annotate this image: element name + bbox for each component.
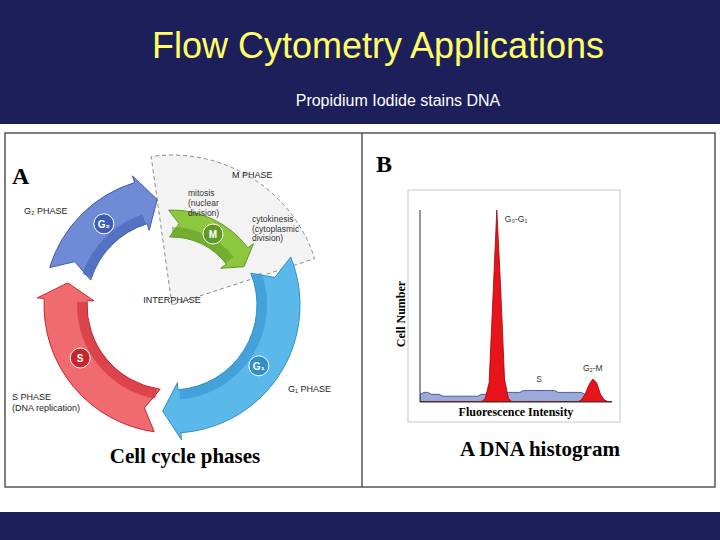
phase-label: G₁ PHASE	[288, 384, 331, 394]
mitosis-label: mitosis	[188, 188, 214, 198]
x-axis-title: Fluorescence Intensity	[459, 405, 574, 419]
series-label: S	[536, 374, 542, 384]
histogram-area	[420, 379, 612, 402]
center-label: INTERPHASE	[143, 295, 201, 305]
slide-background	[0, 0, 720, 540]
plot-area	[420, 210, 612, 402]
phase-badge	[249, 356, 269, 376]
series-label: G₀-G₁	[505, 214, 528, 224]
panel-frame	[5, 133, 715, 487]
phase-name: G₁	[253, 361, 265, 372]
histogram-area	[420, 210, 612, 402]
mitosis-label: division)	[188, 208, 219, 218]
phase-arrow	[163, 257, 300, 440]
dna-histogram: B A DNA histogram S G₀-G₁ G₂-M Fluorescence I…	[376, 151, 620, 461]
y-axis	[420, 210, 421, 402]
series-label: G₂-M	[583, 363, 603, 373]
phase-label: M PHASE	[232, 170, 273, 180]
x-axis	[420, 402, 612, 403]
panel-letter: B	[376, 151, 392, 177]
cytokinesis-label: division)	[252, 233, 283, 243]
panel-letter: A	[12, 163, 30, 189]
phase-badge	[203, 224, 223, 244]
panel-divider	[361, 133, 363, 487]
slide: Flow Cytometry Applications Propidium Iod…	[0, 0, 720, 540]
panel-caption: Cell cycle phases	[110, 444, 260, 468]
cytokinesis-label: cytokinesis	[252, 214, 294, 224]
subtitle: Propidium Iodide stains DNA	[296, 92, 501, 109]
phase-arrow	[169, 210, 254, 268]
content-area	[0, 124, 720, 512]
phase-label: G₂ PHASE	[24, 206, 68, 216]
phase-arrow-inner	[77, 302, 157, 399]
phase-label: S PHASE	[12, 392, 51, 402]
phase-arrow-inner	[82, 215, 146, 278]
y-axis-title: Cell Number	[394, 280, 408, 347]
title: Flow Cytometry Applications	[152, 25, 604, 66]
phase-badge	[70, 348, 90, 368]
phase-arrow	[50, 176, 158, 280]
phase-name: S	[77, 353, 84, 364]
phase-name: G₂	[98, 219, 110, 230]
cytokinesis-label: (cytoplasmic	[252, 224, 300, 234]
phase-arrow-inner	[179, 273, 267, 400]
plot-frame	[408, 190, 620, 422]
phase-badge	[94, 214, 114, 234]
panel-caption: A DNA histogram	[460, 437, 620, 461]
phase-label: (DNA replication)	[12, 403, 80, 413]
cell-cycle-diagram: A Cell cycle phases M M PHASE G₁ G₁ PHASE S S P…	[12, 155, 331, 468]
mitosis-label: (nuclear	[188, 198, 219, 208]
phase-name: M	[209, 229, 217, 240]
